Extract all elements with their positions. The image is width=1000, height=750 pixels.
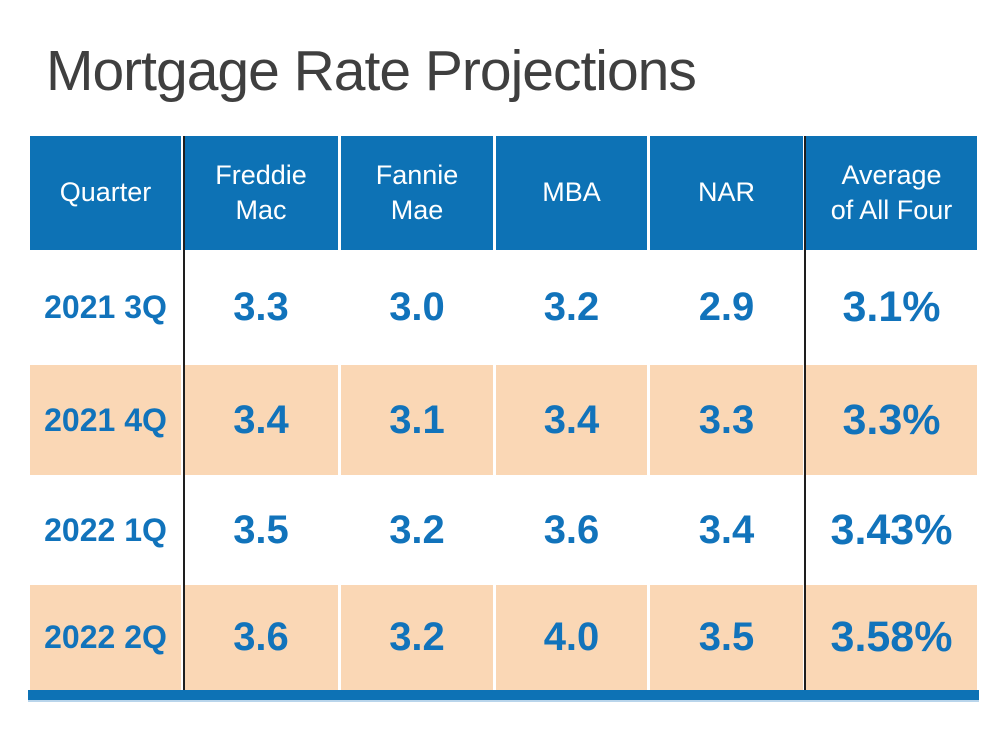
table-cell-quarter: 2022 2Q bbox=[30, 585, 184, 690]
table-cell-freddie-mac: 3.3 bbox=[184, 250, 341, 365]
table-cell-nar: 3.3 bbox=[650, 365, 806, 475]
table-cell-freddie-mac: 3.5 bbox=[184, 475, 341, 585]
column-header-freddie-mac: Freddie Mac bbox=[184, 136, 341, 250]
mortgage-rate-table: Quarter Freddie Mac Fannie Mae MBA NAR A… bbox=[30, 136, 977, 690]
table-cell-average: 3.58% bbox=[806, 585, 977, 690]
table-cell-freddie-mac: 3.6 bbox=[184, 585, 341, 690]
table-cell-mba: 4.0 bbox=[496, 585, 650, 690]
table-cell-fannie-mae: 3.2 bbox=[341, 475, 496, 585]
table-cell-mba: 3.2 bbox=[496, 250, 650, 365]
table-cell-average: 3.1% bbox=[806, 250, 977, 365]
table-cell-mba: 3.4 bbox=[496, 365, 650, 475]
vertical-divider-after-quarter bbox=[183, 136, 185, 690]
bottom-accent-bar bbox=[28, 690, 979, 700]
column-header-quarter: Quarter bbox=[30, 136, 184, 250]
page-title: Mortgage Rate Projections bbox=[46, 39, 697, 103]
table-cell-average: 3.3% bbox=[806, 365, 977, 475]
column-header-average: Average of All Four bbox=[806, 136, 977, 250]
table-cell-nar: 2.9 bbox=[650, 250, 806, 365]
table-cell-fannie-mae: 3.1 bbox=[341, 365, 496, 475]
table-cell-average: 3.43% bbox=[806, 475, 977, 585]
table-cell-quarter: 2021 4Q bbox=[30, 365, 184, 475]
table-cell-fannie-mae: 3.2 bbox=[341, 585, 496, 690]
bottom-accent-bar-shadow bbox=[28, 700, 979, 702]
table-cell-fannie-mae: 3.0 bbox=[341, 250, 496, 365]
table-cell-quarter: 2022 1Q bbox=[30, 475, 184, 585]
table-cell-nar: 3.4 bbox=[650, 475, 806, 585]
table-cell-mba: 3.6 bbox=[496, 475, 650, 585]
column-header-mba: MBA bbox=[496, 136, 650, 250]
table-cell-freddie-mac: 3.4 bbox=[184, 365, 341, 475]
column-header-nar: NAR bbox=[650, 136, 806, 250]
table-cell-nar: 3.5 bbox=[650, 585, 806, 690]
column-header-fannie-mae: Fannie Mae bbox=[341, 136, 496, 250]
table-cell-quarter: 2021 3Q bbox=[30, 250, 184, 365]
vertical-divider-before-average bbox=[804, 136, 806, 690]
